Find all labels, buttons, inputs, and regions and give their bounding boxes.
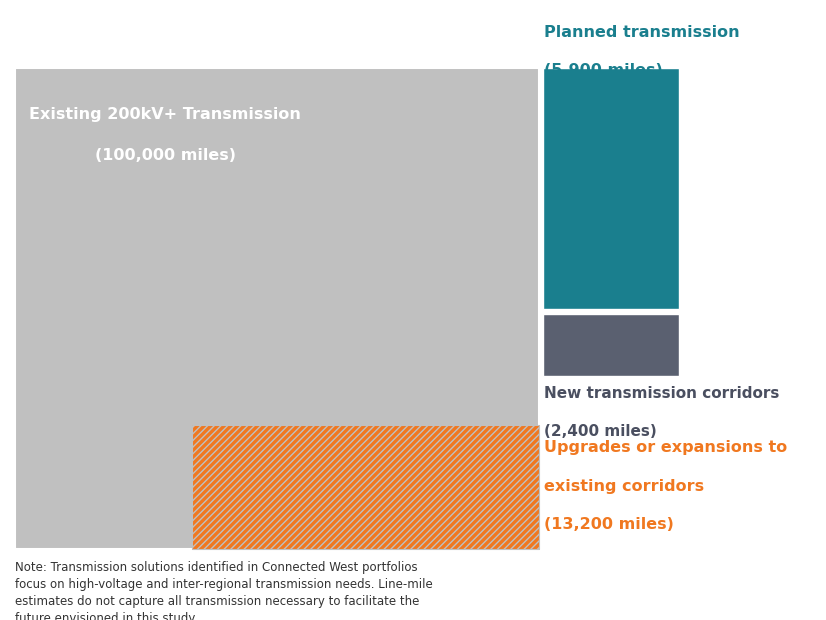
Text: existing corridors: existing corridors	[544, 479, 704, 494]
Text: Existing 200kV+ Transmission: Existing 200kV+ Transmission	[29, 107, 301, 122]
Bar	[543, 314, 679, 376]
Text: (13,200 miles): (13,200 miles)	[544, 517, 673, 532]
Text: (100,000 miles): (100,000 miles)	[95, 148, 235, 162]
Text: (5,900 miles): (5,900 miles)	[544, 63, 662, 78]
Text: Upgrades or expansions to: Upgrades or expansions to	[544, 440, 786, 455]
Bar	[15, 68, 539, 549]
Text: Planned transmission: Planned transmission	[544, 25, 739, 40]
Bar	[192, 425, 539, 549]
Text: Note: Transmission solutions identified in Connected West portfolios
focus on hi: Note: Transmission solutions identified …	[15, 561, 433, 620]
Text: (2,400 miles): (2,400 miles)	[544, 424, 657, 439]
Bar	[543, 68, 679, 309]
Bar	[192, 425, 539, 549]
Text: New transmission corridors: New transmission corridors	[544, 386, 779, 401]
